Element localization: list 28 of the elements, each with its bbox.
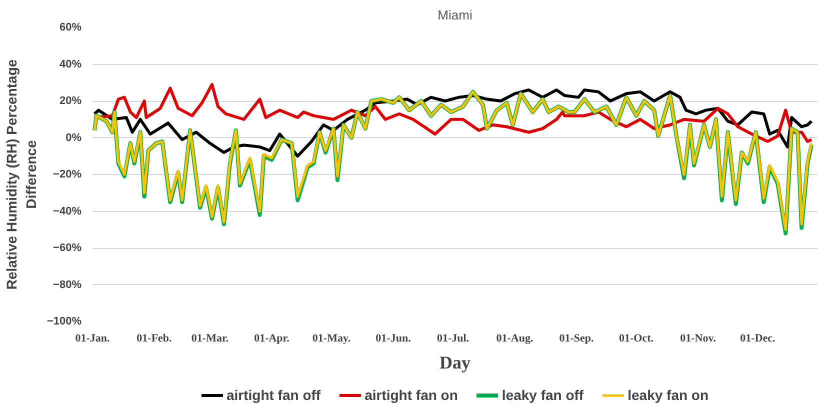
y-tick-label: 60% bbox=[59, 22, 82, 34]
y-tick-label: 40% bbox=[59, 58, 82, 70]
chart-title: Miami bbox=[438, 8, 472, 22]
x-tick-label: 01-Mar. bbox=[191, 332, 229, 344]
x-tick-label: 01-Jul. bbox=[436, 332, 470, 344]
y-tick-label: −40% bbox=[53, 205, 82, 218]
y-tick-label: −20% bbox=[53, 168, 82, 180]
x-tick-label: 01-May. bbox=[312, 332, 351, 344]
x-tick-label: 01-Dec. bbox=[740, 332, 776, 344]
x-tick-label: 01-Jun. bbox=[376, 332, 412, 344]
y-axis-title: Relative Humidity (RH) Percentage Difference bbox=[4, 59, 39, 290]
y-tick-label: −60% bbox=[53, 242, 82, 254]
x-tick-label: 01-Sep. bbox=[559, 332, 594, 344]
x-tick-label: 01-Aug. bbox=[496, 332, 534, 344]
y-tick-label: −100% bbox=[46, 316, 82, 328]
y-tick-label: −80% bbox=[53, 278, 82, 291]
x-tick-label: 01-Feb. bbox=[136, 332, 172, 344]
x-tick-label: 01-Jan. bbox=[75, 332, 110, 344]
x-axis-title: Day bbox=[440, 352, 470, 372]
y-tick-label: 20% bbox=[59, 95, 82, 107]
x-tick-label: 01-Apr. bbox=[254, 332, 290, 344]
y-tick-label: 0% bbox=[66, 132, 82, 144]
x-tick-label: 01-Nov. bbox=[680, 332, 716, 344]
legend-label: leaky fan on bbox=[628, 387, 709, 403]
x-tick-label: 01-Oct. bbox=[618, 332, 654, 344]
legend-label: leaky fan off bbox=[502, 387, 584, 403]
legend-label: airtight fan on bbox=[364, 387, 458, 403]
legend-label: airtight fan off bbox=[226, 387, 321, 403]
